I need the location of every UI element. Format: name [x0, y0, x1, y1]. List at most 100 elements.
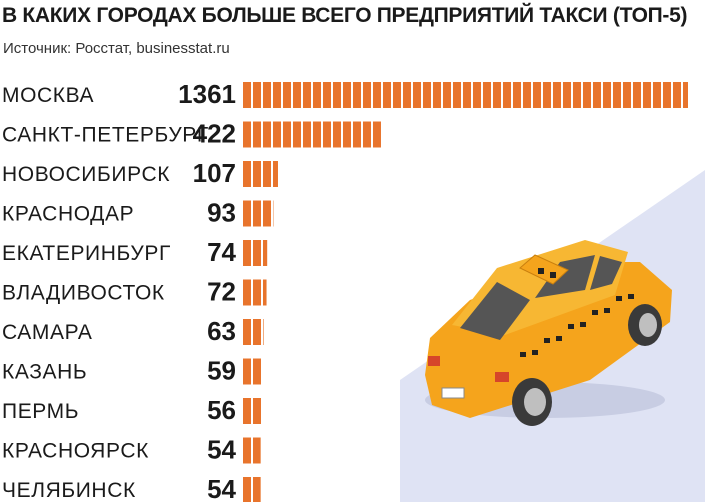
bar-segment	[343, 82, 351, 108]
value-label: 422	[193, 119, 236, 149]
source-note: Источник: Росстат, businesstat.ru	[3, 40, 230, 57]
bar-segment	[353, 121, 361, 148]
bar-segment	[343, 121, 351, 148]
bar-segment	[283, 82, 291, 108]
bar-segment	[323, 121, 331, 148]
bar-segment	[313, 121, 321, 148]
bar-segment	[333, 121, 341, 148]
bar-segment	[253, 477, 261, 502]
category-label: ПЕРМЬ	[2, 400, 79, 423]
bar	[243, 121, 381, 148]
bar-segment	[243, 437, 251, 464]
value-label: 72	[207, 277, 236, 307]
bar-segment	[473, 82, 481, 108]
bar-segment	[563, 82, 571, 108]
bar	[243, 319, 264, 345]
bar	[243, 358, 261, 385]
bar-segment	[243, 82, 251, 108]
checker-square	[592, 310, 598, 315]
bar-segment	[313, 82, 321, 108]
bar-segment	[593, 82, 601, 108]
bar-segment	[493, 82, 501, 108]
category-label: КРАСНОЯРСК	[2, 440, 149, 463]
checker-square	[568, 324, 574, 329]
rear-window	[460, 282, 530, 340]
sign-checker-2	[550, 272, 556, 278]
checker-square	[616, 296, 622, 301]
bar-segment	[623, 82, 631, 108]
value-label: 56	[207, 395, 236, 425]
bar-segment	[243, 398, 251, 424]
bar-segment	[263, 319, 264, 345]
bar-segment	[303, 121, 311, 148]
bar-segment	[243, 240, 251, 266]
bar	[243, 437, 261, 464]
bar-segment	[373, 121, 381, 148]
bar-segment	[543, 82, 551, 108]
category-label: САНКТ-ПЕТЕРБУРГ	[2, 124, 209, 147]
bar-segment	[243, 200, 251, 227]
value-label: 54	[207, 474, 236, 502]
bar-segment	[263, 161, 271, 187]
bar-segment	[253, 437, 261, 464]
bar-row: ВЛАДИВОСТОК 72	[2, 277, 267, 307]
bar-segment	[463, 82, 471, 108]
value-label: 63	[207, 316, 236, 346]
bar-segment	[293, 82, 301, 108]
bar-segment	[643, 82, 651, 108]
checker-square	[580, 322, 586, 327]
bar-row: ЕКАТЕРИНБУРГ 74	[2, 237, 268, 267]
bar-segment	[333, 82, 341, 108]
bar-segment	[403, 82, 411, 108]
bar-segment	[673, 82, 681, 108]
bar-segment	[413, 82, 421, 108]
checker-square	[544, 338, 550, 343]
checker-square	[532, 350, 538, 355]
bar-segment	[263, 279, 267, 306]
bar	[243, 82, 688, 108]
bar-segment	[263, 240, 268, 266]
bar-row: КРАСНОДАР 93	[2, 198, 274, 228]
category-label: МОСКВА	[2, 84, 94, 107]
value-label: 54	[207, 435, 236, 465]
bar-row: КАЗАНЬ 59	[2, 356, 261, 386]
side-window-front	[590, 256, 622, 290]
sign-checker-1	[538, 268, 544, 274]
bar-segment	[273, 121, 281, 148]
bar-segment	[303, 82, 311, 108]
bar-segment	[243, 358, 251, 385]
bar-segment	[533, 82, 541, 108]
bar-segment	[423, 82, 431, 108]
value-label: 107	[193, 158, 236, 188]
bar-segment	[263, 82, 271, 108]
bar-segment	[283, 121, 291, 148]
category-label: ЧЕЛЯБИНСК	[2, 479, 136, 502]
bar-segment	[503, 82, 511, 108]
category-label: ЕКАТЕРИНБУРГ	[2, 242, 171, 265]
value-label: 1361	[178, 79, 236, 109]
rear-wheel	[512, 378, 552, 426]
bar-row: МОСКВА 1361	[2, 79, 688, 109]
value-label: 59	[207, 356, 236, 386]
bar-row: ЧЕЛЯБИНСК 54	[2, 474, 261, 502]
bar-segment	[513, 82, 521, 108]
bar-row: КРАСНОЯРСК 54	[2, 435, 261, 465]
bar-segment	[263, 200, 271, 227]
bar-segment	[683, 82, 688, 108]
bar-segment	[453, 82, 461, 108]
value-label: 74	[207, 237, 236, 267]
bar	[243, 279, 267, 306]
bar-segment	[573, 82, 581, 108]
taxi-car-illustration	[425, 240, 672, 426]
bar-segment	[603, 82, 611, 108]
checker-square	[628, 294, 634, 299]
bar-segment	[243, 161, 251, 187]
tail-light-left	[428, 356, 440, 366]
category-label: КАЗАНЬ	[2, 361, 87, 384]
bar-segment	[253, 398, 261, 424]
checker-square	[556, 336, 562, 341]
category-label: КРАСНОДАР	[2, 203, 134, 226]
license-plate	[441, 387, 465, 399]
